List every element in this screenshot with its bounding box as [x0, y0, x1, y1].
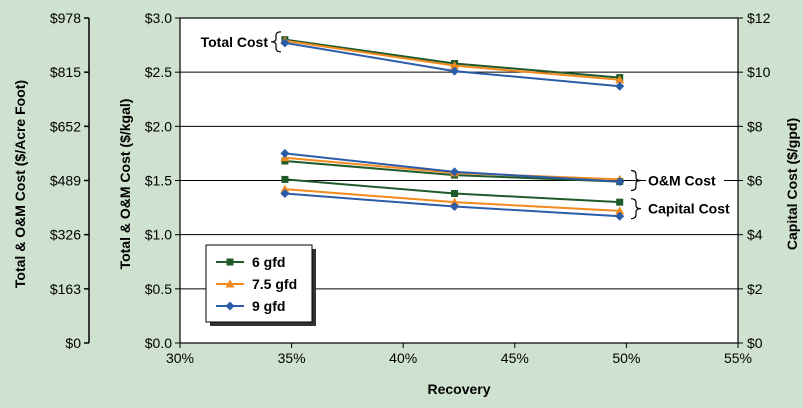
data-point [615, 211, 625, 221]
data-point [615, 81, 625, 91]
right-y-tick-label: $0 [747, 335, 763, 351]
data-point [450, 202, 460, 211]
y-tick-label: $2.5 [145, 64, 172, 80]
right-y-tick-label: $6 [747, 173, 763, 189]
outer-y-tick-label: $0 [65, 335, 81, 351]
data-point [280, 148, 290, 158]
data-point [280, 184, 290, 193]
x-tick-label: 30% [166, 350, 194, 366]
y-tick-label: $1.0 [145, 227, 172, 243]
data-point [616, 198, 624, 206]
data-point [280, 189, 290, 198]
annotation-capital-cost: Capital Cost [648, 201, 730, 217]
data-point [225, 301, 235, 311]
legend-label: 7.5 gfd [252, 276, 297, 292]
annotation-total-cost: Total Cost [201, 34, 269, 50]
x-tick-label: 40% [389, 350, 417, 366]
data-point [281, 175, 289, 183]
right-y-tick-label: $10 [747, 64, 771, 80]
data-point [225, 279, 235, 288]
data-point [615, 177, 625, 187]
data-point [226, 258, 234, 266]
outer-y-tick-label: $978 [50, 10, 81, 26]
data-point [450, 167, 460, 177]
y-tick-label: $0.5 [145, 281, 172, 297]
outer-y-tick-label: $815 [50, 64, 81, 80]
data-point [280, 38, 290, 48]
data-point [450, 197, 460, 206]
x-tick-label: 55% [724, 350, 752, 366]
bracket [630, 198, 642, 220]
bracket [270, 31, 282, 53]
legend-label: 6 gfd [252, 254, 285, 270]
right-y-tick-label: $12 [747, 10, 771, 26]
data-point [450, 66, 460, 76]
annotation-om-cost: O&M Cost [648, 173, 716, 189]
y-tick-label: $0.0 [145, 335, 172, 351]
right-y-tick-label: $8 [747, 118, 763, 134]
annotation-bg [646, 170, 724, 191]
y-tick-label: $2.0 [145, 118, 172, 134]
x-tick-label: 35% [278, 350, 306, 366]
annotation-bg [190, 30, 274, 53]
annotation-bg [646, 198, 736, 219]
bracket [630, 169, 642, 192]
outer-y-tick-label: $489 [50, 173, 81, 189]
data-point [615, 206, 625, 215]
right-y-tick-label: $4 [747, 227, 763, 243]
x-tick-label: 45% [501, 350, 529, 366]
outer-y-axis-title: Total & O&M Cost ($/Acre Foot) [12, 80, 28, 288]
right-y-tick-label: $2 [747, 281, 763, 297]
legend-label: 9 gfd [252, 298, 285, 314]
y-axis-title: Total & O&M Cost ($/kgal) [117, 99, 133, 270]
x-axis-title: Recovery [427, 381, 490, 397]
y-tick-label: $3.0 [145, 10, 172, 26]
outer-y-tick-label: $326 [50, 227, 81, 243]
right-y-axis-title: Capital Cost ($/gpd) [784, 118, 800, 250]
y-tick-label: $1.5 [145, 173, 172, 189]
x-tick-label: 50% [612, 350, 640, 366]
data-point [451, 190, 459, 197]
data-point [615, 75, 625, 84]
data-point [450, 61, 460, 70]
outer-y-tick-label: $652 [50, 118, 81, 134]
outer-y-tick-label: $163 [50, 281, 81, 297]
